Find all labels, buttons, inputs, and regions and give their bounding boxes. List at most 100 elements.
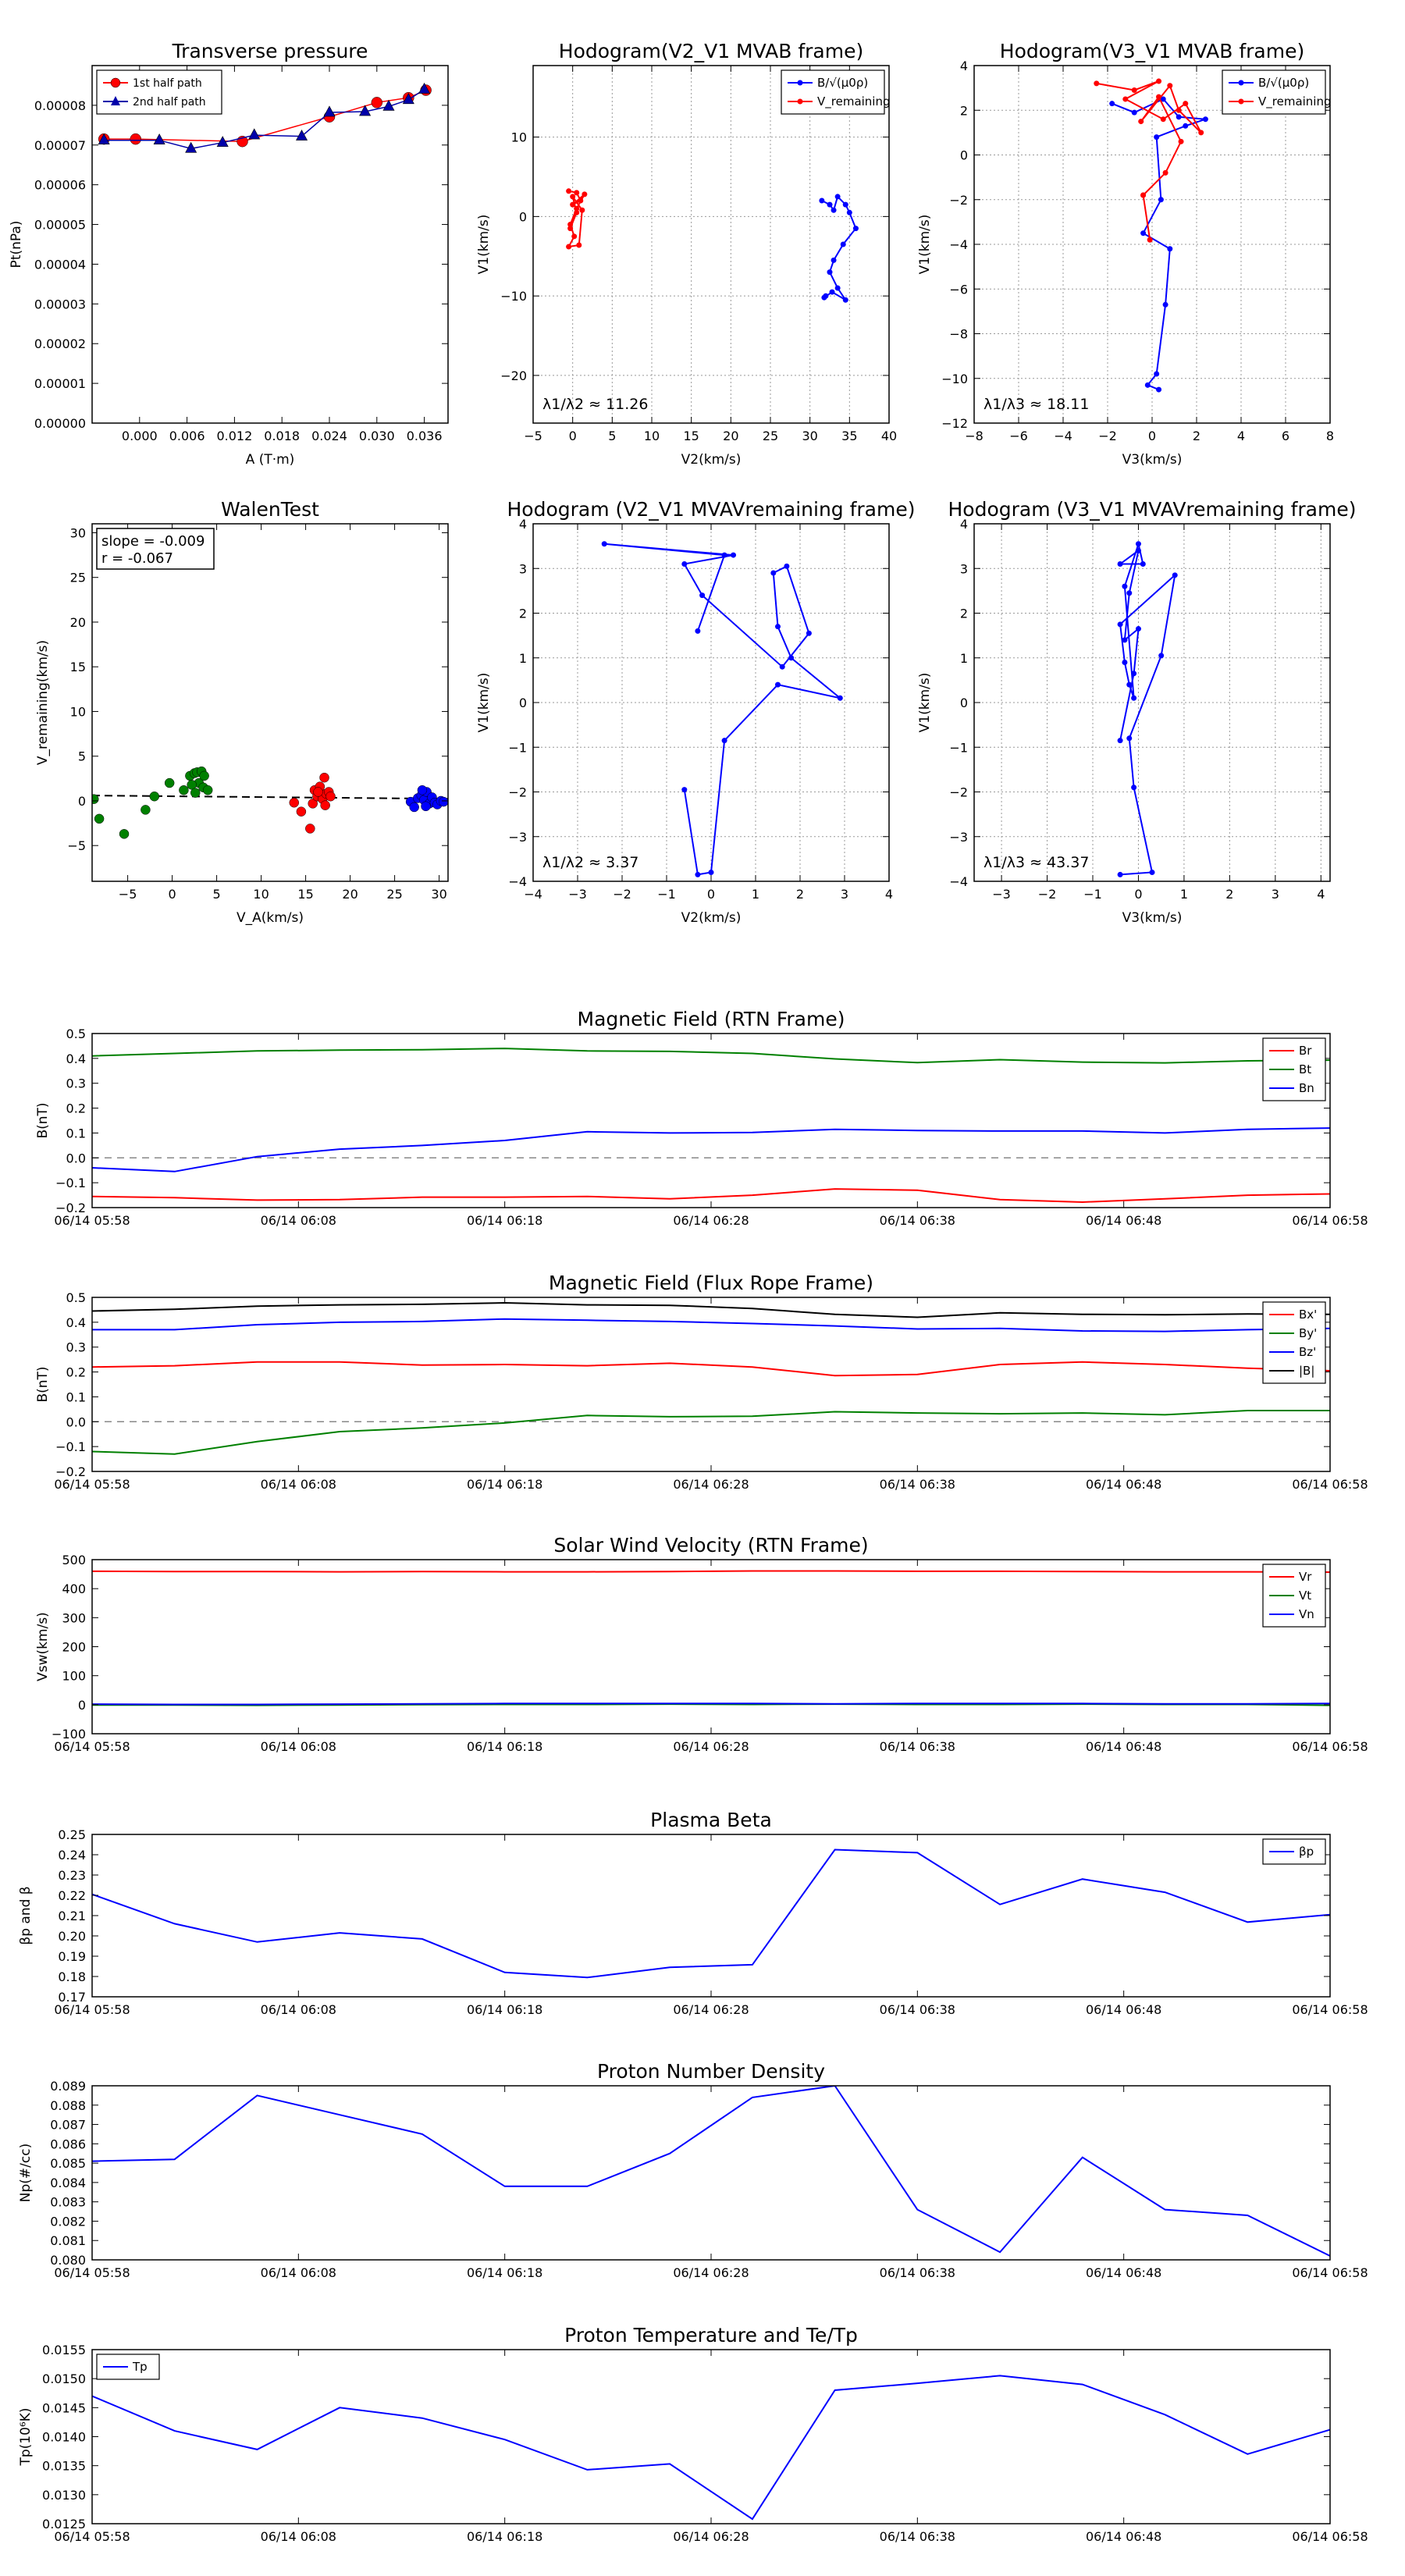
y-tick-label: 10 <box>70 704 86 719</box>
y-tick-label: −1 <box>949 740 968 755</box>
y-tick-label: −10 <box>941 372 968 386</box>
y-tick-label: 1 <box>960 651 968 666</box>
y-tick-label: 0.2 <box>66 1365 86 1380</box>
y-tick-label: 3 <box>519 561 527 576</box>
y-tick-label: 500 <box>62 1553 86 1567</box>
y-tick-label: 0.080 <box>50 2253 86 2268</box>
x-tick-label: −6 <box>1009 429 1028 443</box>
x-tick-label: 0 <box>707 887 715 902</box>
x-tick-label: 06/14 05:58 <box>54 1477 130 1492</box>
x-axis-label: V3(km/s) <box>1122 910 1183 926</box>
x-tick-label: 30 <box>802 429 817 443</box>
data-point <box>1117 561 1123 568</box>
y-tick-label: 0.2 <box>66 1101 86 1116</box>
x-tick-label: 06/14 06:18 <box>467 2002 542 2017</box>
data-point <box>371 97 383 109</box>
plot-frame <box>91 2349 1331 2524</box>
y-tick-label: −0.1 <box>55 1439 86 1454</box>
data-point <box>601 541 607 547</box>
y-axis-label: B(nT) <box>35 1366 51 1402</box>
y-axis-label: Tp(10⁶K) <box>18 2407 34 2466</box>
data-point <box>788 655 795 661</box>
legend-marker <box>1238 98 1244 105</box>
data-point <box>831 207 837 213</box>
legend-marker <box>797 98 803 105</box>
data-point <box>119 829 130 839</box>
data-point <box>834 285 841 291</box>
y-tick-label: 0.0 <box>66 1414 86 1429</box>
data-point <box>359 105 372 116</box>
x-tick-label: 06/14 06:38 <box>880 1739 955 1754</box>
data-point <box>1183 123 1189 129</box>
data-point <box>582 191 588 197</box>
data-point <box>574 190 580 196</box>
data-point <box>1149 870 1155 876</box>
data-point <box>1183 101 1189 107</box>
x-axis-label: V2(km/s) <box>681 452 742 468</box>
series-line-|B| <box>92 1301 1330 1318</box>
data-point <box>1138 119 1144 125</box>
legend-label: Bx' <box>1299 1308 1317 1322</box>
y-tick-label: 0.00007 <box>34 138 86 153</box>
x-tick-label: 0.018 <box>264 429 300 443</box>
x-tick-label: 2 <box>796 887 804 902</box>
x-tick-label: 06/14 06:18 <box>467 1739 542 1754</box>
data-point <box>1156 386 1162 393</box>
y-tick-label: 0.00003 <box>34 297 86 311</box>
x-tick-label: 3 <box>1272 887 1279 902</box>
data-point <box>305 824 315 834</box>
x-tick-label: 4 <box>885 887 893 902</box>
y-tick-label: 100 <box>62 1669 86 1684</box>
x-tick-label: 0 <box>1148 429 1156 443</box>
y-tick-label: 3 <box>960 561 968 576</box>
plot-area <box>92 2375 1330 2521</box>
y-tick-label: 0.4 <box>66 1315 86 1330</box>
y-axis-label: B(nT) <box>35 1102 51 1138</box>
y-tick-label: 10 <box>511 130 527 145</box>
y-axis-label: V1(km/s) <box>476 673 492 733</box>
y-tick-label: 0.085 <box>50 2156 86 2171</box>
data-point <box>708 870 714 876</box>
y-tick-label: 0.23 <box>58 1868 86 1883</box>
legend-box <box>96 69 222 115</box>
plot-area <box>601 541 843 877</box>
y-tick-label: 0 <box>960 148 968 163</box>
data-point <box>140 805 151 815</box>
y-tick-label: 0.081 <box>50 2233 86 2248</box>
x-tick-label: 0.036 <box>407 429 443 443</box>
data-point <box>1202 116 1208 123</box>
x-tick-label: 06/14 06:58 <box>1292 1213 1368 1228</box>
x-tick-label: 10 <box>253 887 269 902</box>
chart-title: Proton Temperature and Te/Tp <box>564 2324 858 2347</box>
data-point <box>1147 237 1153 243</box>
data-point <box>320 800 330 810</box>
x-tick-label: 06/14 06:38 <box>880 2002 955 2017</box>
y-tick-label: −4 <box>508 874 527 889</box>
data-point <box>721 552 727 558</box>
y-tick-label: −4 <box>949 874 968 889</box>
x-tick-label: −3 <box>992 887 1011 902</box>
data-point <box>1126 735 1133 742</box>
y-tick-label: 0.083 <box>50 2195 86 2210</box>
chart-title: Transverse pressure <box>172 40 368 62</box>
data-point <box>566 244 572 250</box>
x-tick-label: −5 <box>524 429 542 443</box>
plot-area <box>92 1570 1330 1706</box>
x-tick-label: 06/14 06:28 <box>673 1213 749 1228</box>
y-tick-label: 0.00004 <box>34 257 86 272</box>
x-tick-label: 06/14 06:08 <box>261 1477 336 1492</box>
legend-label: Bz' <box>1299 1345 1316 1359</box>
data-point <box>1135 547 1141 553</box>
data-point <box>775 681 781 688</box>
chart-title: Hodogram(V2_V1 MVAB frame) <box>559 40 863 62</box>
x-tick-label: 06/14 05:58 <box>54 2529 130 2544</box>
y-tick-label: 0.082 <box>50 2214 86 2229</box>
x-tick-label: 06/14 06:48 <box>1086 2265 1161 2280</box>
x-tick-label: 06/14 06:08 <box>261 2002 336 2017</box>
x-tick-label: −2 <box>1038 887 1057 902</box>
y-tick-label: 0 <box>78 1698 86 1713</box>
x-tick-label: 06/14 05:58 <box>54 1739 130 1754</box>
y-tick-label: 0.22 <box>58 1888 86 1903</box>
x-tick-label: 06/14 06:08 <box>261 2265 336 2280</box>
legend-label: βp <box>1299 1845 1314 1859</box>
